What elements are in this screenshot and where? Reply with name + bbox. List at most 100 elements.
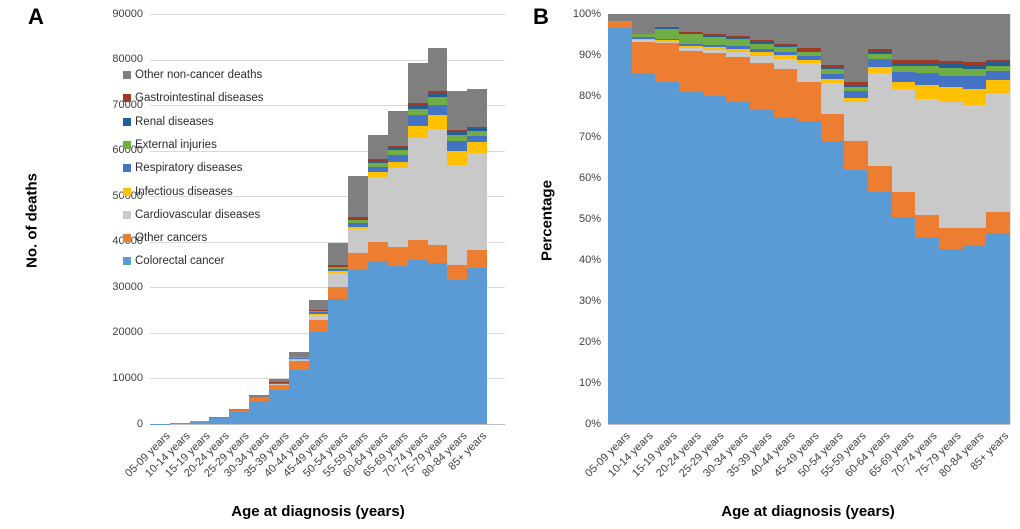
segment-Infectious diseases: [986, 79, 1010, 93]
segment-Infectious diseases: [467, 142, 487, 154]
segment-Infectious diseases: [407, 125, 428, 138]
segment-Cardiovascular diseases: [891, 89, 916, 193]
segment-Other cancers: [820, 114, 845, 142]
segment-Cardiovascular diseases: [631, 40, 656, 42]
segment-Colorectal cancer: [348, 270, 369, 424]
segment-Infectious diseases: [308, 313, 329, 315]
segment-Cardiovascular diseases: [915, 98, 940, 216]
segment-Gastrointestinal diseases: [820, 65, 845, 68]
segment-Renal diseases: [868, 51, 892, 55]
segment-External injuries: [844, 86, 869, 91]
bar-75-79 years: [939, 14, 963, 424]
segment-Other non-cancer deaths: [962, 14, 987, 63]
segment-Other non-cancer deaths: [288, 351, 309, 357]
segment-External injuries: [467, 131, 487, 136]
segment-Infectious diseases: [655, 40, 679, 43]
segment-Other cancers: [427, 244, 448, 263]
y-tick-label: 70000: [112, 98, 143, 111]
segment-External injuries: [407, 108, 428, 115]
segment-External injuries: [631, 33, 656, 38]
legend-swatch-icon: [123, 210, 131, 219]
segment-Other non-cancer deaths: [868, 14, 892, 49]
segment-Gastrointestinal diseases: [348, 217, 369, 219]
segment-Renal diseases: [407, 106, 428, 109]
segment-Cardiovascular diseases: [655, 42, 679, 44]
segment-Colorectal cancer: [915, 238, 940, 424]
segment-Renal diseases: [427, 93, 448, 98]
segment-Cardiovascular diseases: [702, 49, 727, 53]
segment-Other cancers: [387, 246, 408, 266]
segment-Respiratory diseases: [631, 37, 656, 39]
segment-Other non-cancer deaths: [328, 242, 349, 266]
segment-Respiratory diseases: [820, 73, 845, 79]
segment-External injuries: [797, 52, 821, 57]
bar-45-49 years: [797, 14, 821, 424]
y-tick-label: 0%: [585, 417, 601, 430]
bar-85+ years: [986, 14, 1010, 424]
segment-Gastrointestinal diseases: [678, 31, 703, 34]
segment-Other cancers: [368, 241, 388, 261]
segment-Renal diseases: [308, 310, 329, 312]
segment-Infectious diseases: [447, 151, 468, 165]
y-tick-label: 30%: [578, 294, 601, 307]
segment-Respiratory diseases: [407, 114, 428, 126]
bar-65-69 years: [387, 14, 408, 424]
segment-Other non-cancer deaths: [655, 14, 679, 28]
segment-Other cancers: [249, 398, 269, 402]
segment-Renal diseases: [328, 266, 349, 268]
segment-Infectious diseases: [773, 55, 798, 60]
segment-Colorectal cancer: [368, 260, 388, 424]
segment-Other cancers: [328, 287, 349, 299]
segment-External injuries: [749, 43, 774, 50]
segment-Colorectal cancer: [467, 268, 487, 424]
legend-swatch-icon: [123, 117, 131, 126]
legend-item-7: Other cancers: [123, 231, 207, 245]
legend-item-0: Other non-cancer deaths: [123, 68, 262, 82]
segment-Renal diseases: [387, 147, 408, 151]
segment-Gastrointestinal diseases: [749, 40, 774, 43]
segment-Respiratory diseases: [702, 44, 727, 47]
segment-Colorectal cancer: [447, 279, 468, 424]
segment-Other non-cancer deaths: [702, 14, 727, 35]
bar-45-49 years: [308, 14, 329, 424]
segment-Cardiovascular diseases: [268, 383, 289, 385]
segment-Renal diseases: [797, 50, 821, 53]
segment-Respiratory diseases: [328, 269, 349, 272]
bar-55-59 years: [844, 14, 869, 424]
segment-Respiratory diseases: [387, 154, 408, 163]
segment-Other cancers: [986, 211, 1010, 234]
segment-Gastrointestinal diseases: [915, 59, 940, 64]
segment-Colorectal cancer: [608, 27, 632, 424]
segment-Colorectal cancer: [962, 246, 987, 424]
segment-Cardiovascular diseases: [726, 52, 750, 57]
segment-Cardiovascular diseases: [308, 314, 329, 321]
segment-Cardiovascular diseases: [467, 153, 487, 251]
segment-Renal diseases: [939, 64, 963, 68]
segment-Colorectal cancer: [891, 216, 916, 424]
segment-Colorectal cancer: [229, 411, 250, 424]
legend-label: Cardiovascular diseases: [135, 208, 261, 221]
segment-Respiratory diseases: [797, 56, 821, 60]
segment-Renal diseases: [844, 84, 869, 87]
segment-Other cancers: [797, 81, 821, 121]
bar-05-09 years: [150, 14, 170, 424]
segment-Other cancers: [939, 228, 963, 249]
segment-Colorectal cancer: [939, 248, 963, 424]
segment-Gastrointestinal diseases: [773, 43, 798, 46]
segment-Other non-cancer deaths: [631, 14, 656, 34]
segment-Other cancers: [773, 69, 798, 117]
legend-swatch-icon: [123, 94, 131, 103]
legend-swatch-icon: [123, 234, 131, 243]
segment-Cardiovascular diseases: [844, 102, 869, 142]
bar-35-39 years: [749, 14, 774, 424]
segment-Respiratory diseases: [467, 135, 487, 143]
segment-Other non-cancer deaths: [986, 14, 1010, 61]
segment-Colorectal cancer: [655, 82, 679, 424]
segment-Other cancers: [726, 57, 750, 103]
segment-Colorectal cancer: [773, 116, 798, 424]
segment-External injuries: [702, 36, 727, 45]
segment-Respiratory diseases: [678, 43, 703, 46]
segment-Other cancers: [209, 417, 230, 419]
segment-External injuries: [773, 47, 798, 53]
segment-Gastrointestinal diseases: [939, 60, 963, 65]
